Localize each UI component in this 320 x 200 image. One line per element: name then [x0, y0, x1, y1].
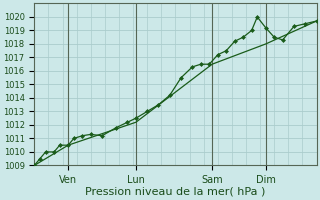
- X-axis label: Pression niveau de la mer( hPa ): Pression niveau de la mer( hPa ): [85, 187, 266, 197]
